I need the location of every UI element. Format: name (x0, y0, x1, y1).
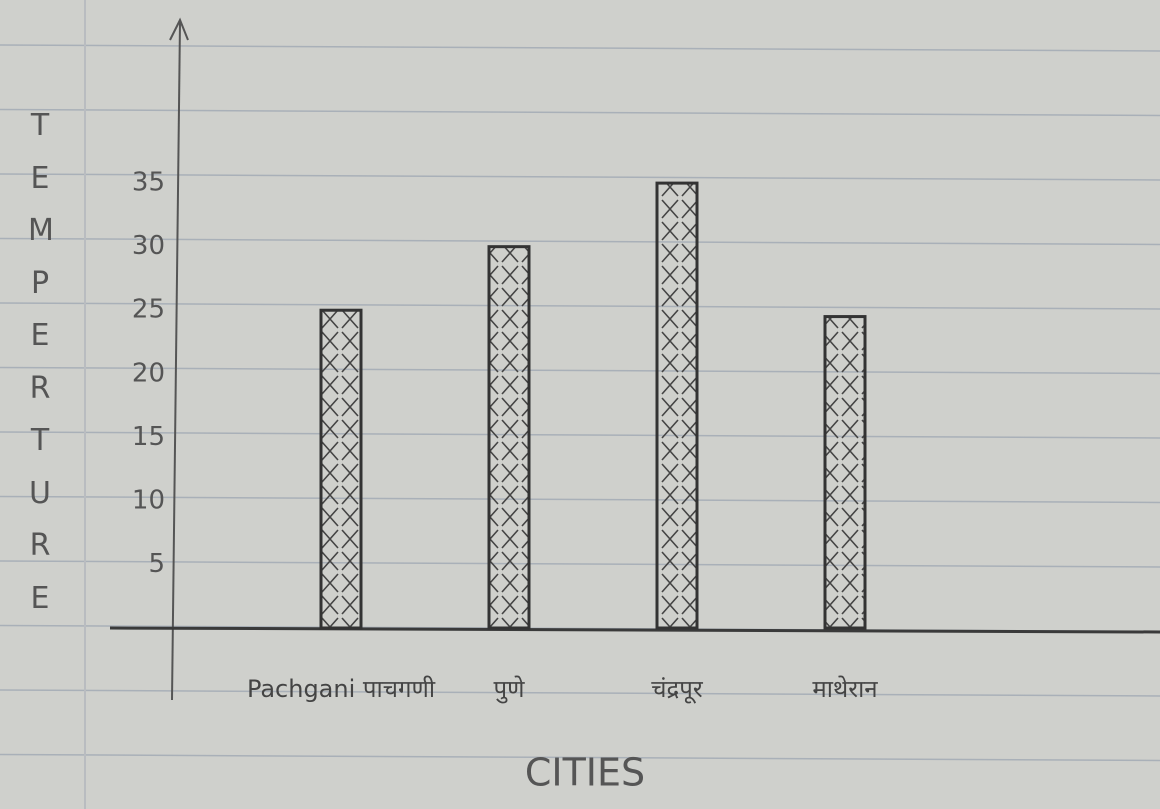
y-tick-label: 35 (132, 168, 165, 198)
paper-rule (0, 44, 1160, 52)
x-tick-label: चंद्रपूर (651, 675, 704, 704)
bar (487, 245, 531, 630)
x-axis-title: CITIES (525, 751, 645, 795)
x-tick-label: पुणे (494, 675, 526, 704)
y-axis (171, 21, 181, 701)
paper-rule (0, 302, 1160, 310)
paper-rule (0, 431, 1160, 439)
paper-rules (0, 44, 1160, 762)
y-tick-label: 20 (132, 358, 165, 388)
bar (319, 308, 363, 630)
paper-rule (0, 560, 1160, 568)
x-axis (109, 626, 1160, 634)
y-tick-label: 15 (132, 422, 165, 452)
paper-rule (0, 108, 1160, 117)
y-tick-label: 25 (132, 295, 165, 325)
bar (823, 315, 867, 630)
y-tick-label: 5 (148, 549, 165, 579)
y-axis-title: TEMPERTURE (28, 108, 54, 616)
y-tick-label: 10 (132, 485, 165, 515)
paper-rule (0, 173, 1160, 181)
paper-rule (0, 753, 1160, 762)
paper-rule (0, 237, 1160, 246)
paper-rule (0, 495, 1160, 504)
paper-rule (0, 689, 1160, 697)
bar (655, 181, 699, 630)
y-axis-arrow (169, 17, 189, 41)
y-tick-label: 30 (132, 231, 165, 261)
x-tick-label: माथेरान (812, 675, 878, 703)
paper-rule (0, 366, 1160, 375)
x-tick-label: Pachgani पाचगणी (247, 675, 436, 703)
